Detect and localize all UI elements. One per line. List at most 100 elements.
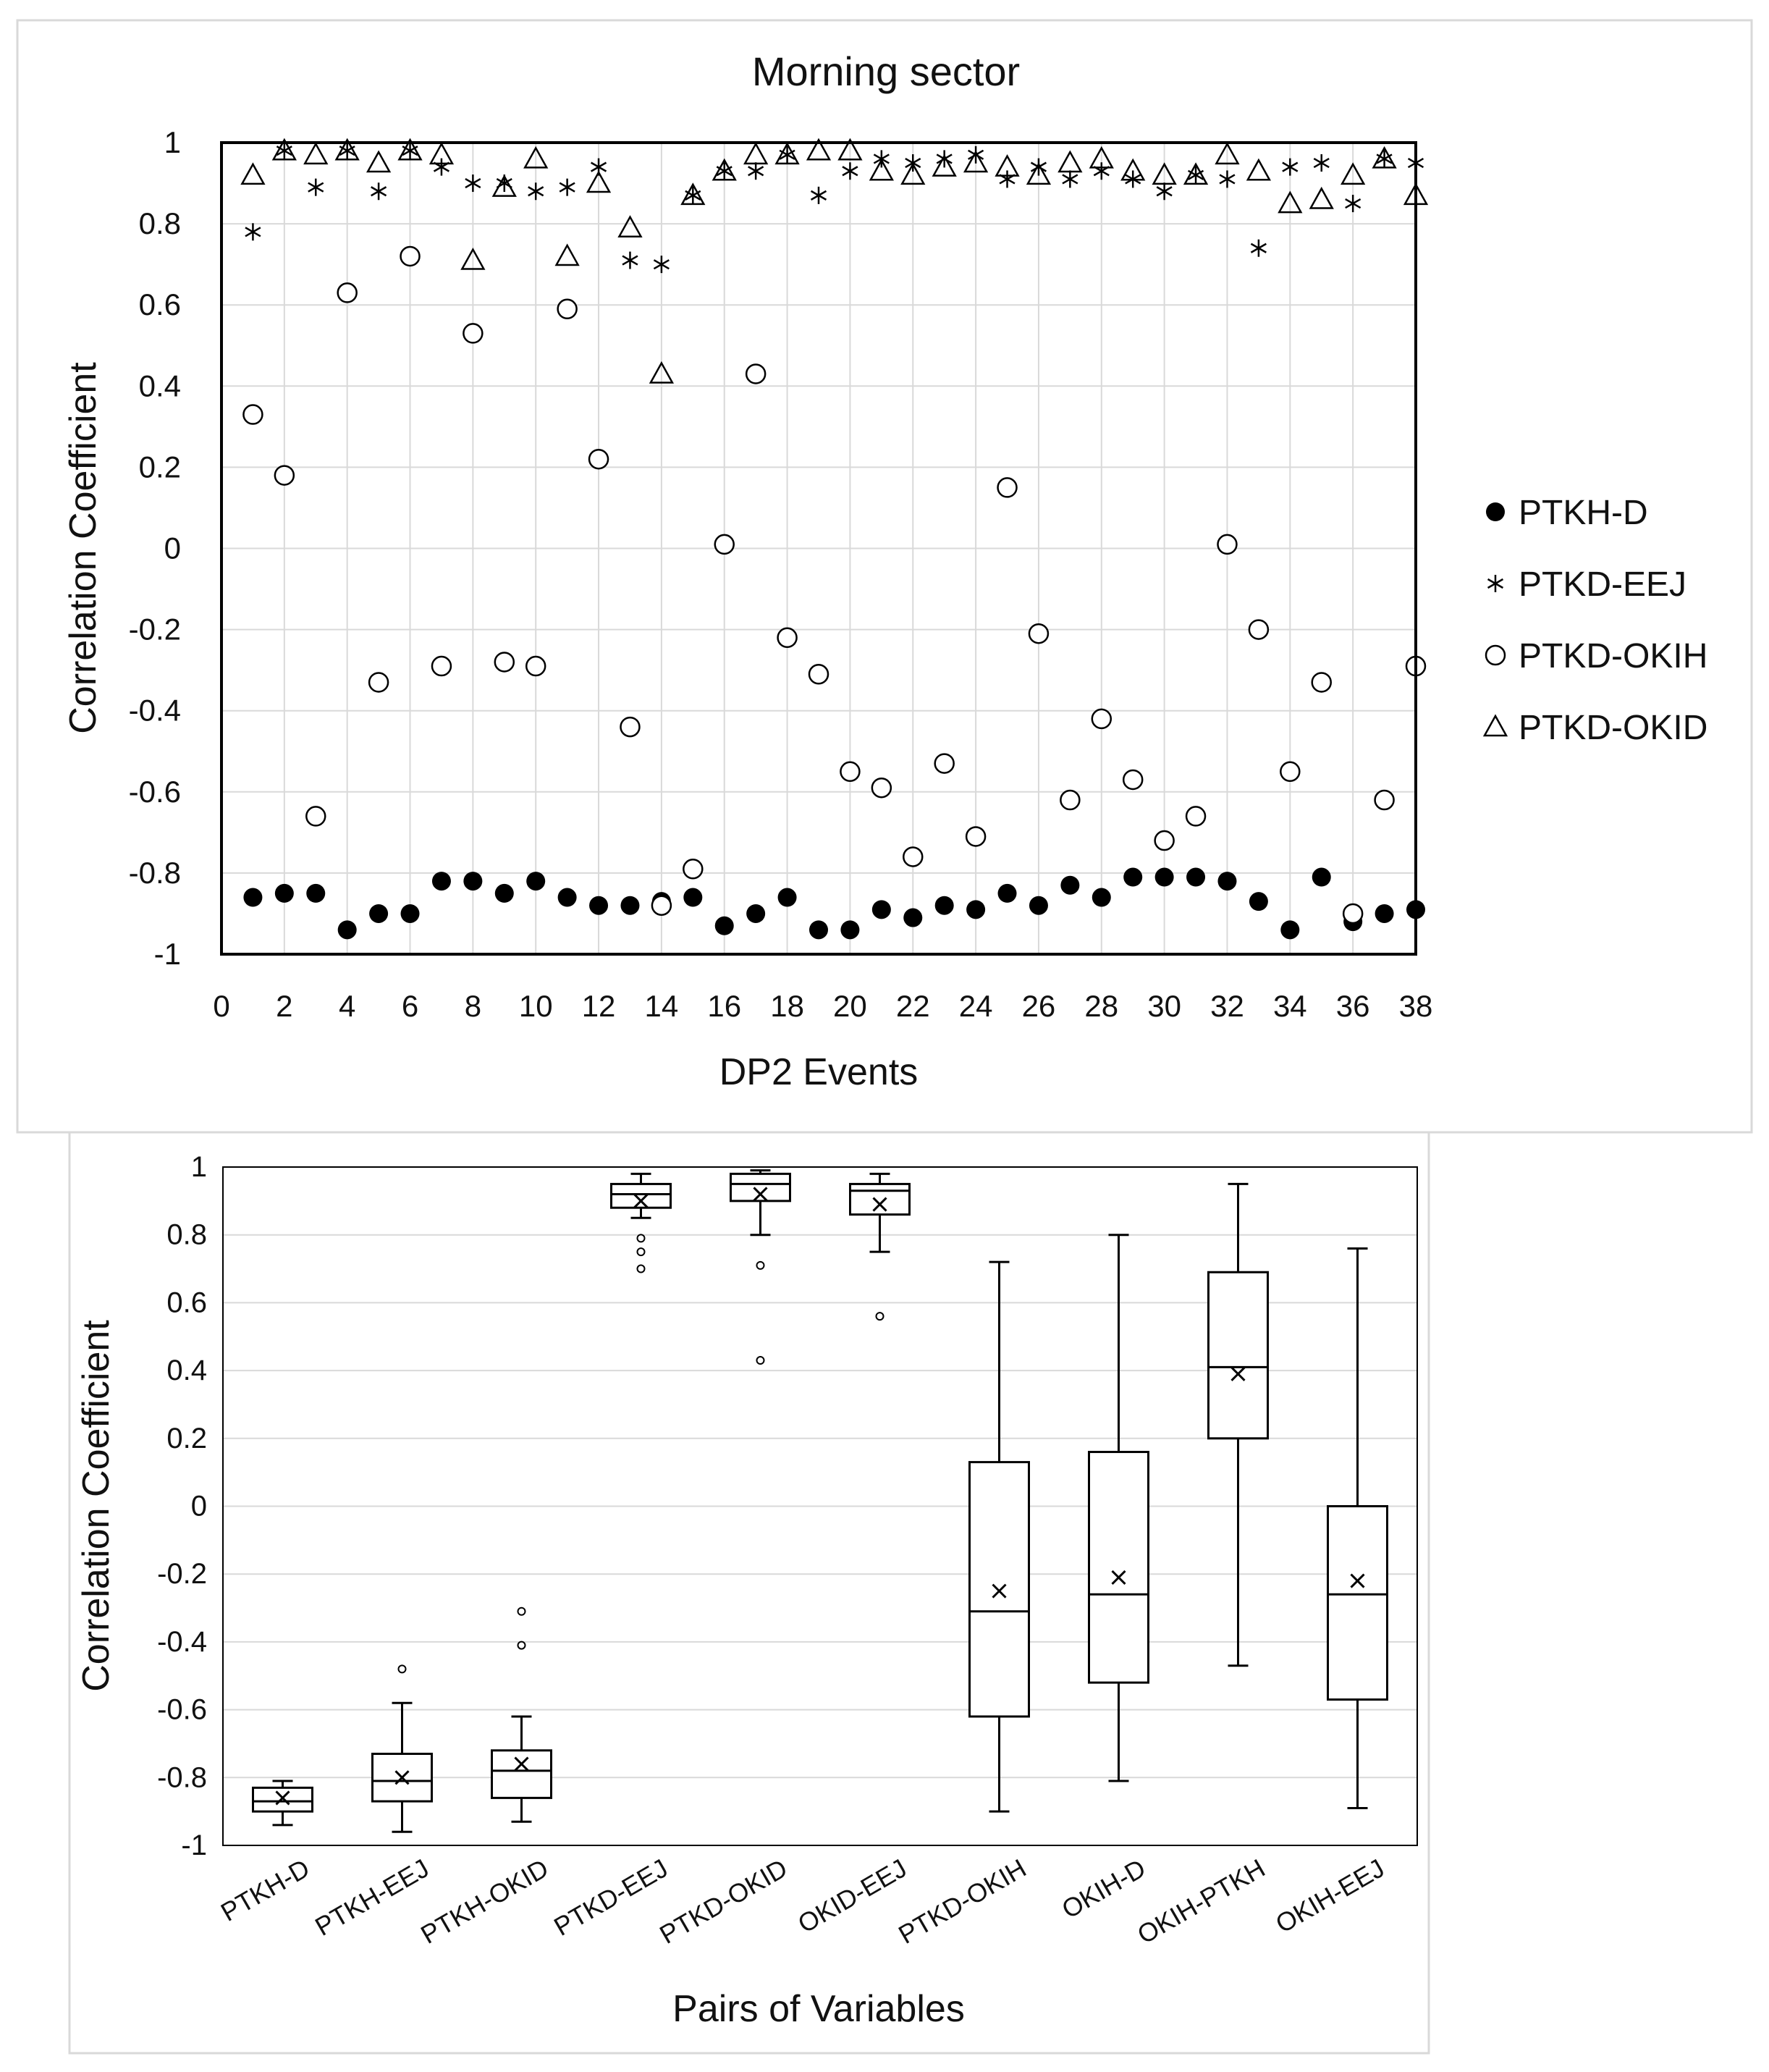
- x-tick-label: 0: [213, 989, 229, 1023]
- mean-marker: [394, 1770, 410, 1785]
- y-tick-label: -0.8: [129, 856, 181, 890]
- series-ptkd-eej: [245, 142, 1424, 274]
- outlier-point: [517, 1641, 526, 1650]
- legend-item: PTKD-OKIH: [1485, 637, 1707, 675]
- series-ptkd-okih: [242, 245, 1427, 925]
- data-point: [651, 895, 672, 916]
- legend-item: PTKH-D: [1486, 494, 1648, 532]
- legend-marker: [1485, 644, 1506, 666]
- y-tick-label: 0: [191, 1491, 207, 1523]
- data-point: [1312, 867, 1331, 887]
- data-point: [997, 477, 1018, 498]
- data-point: [274, 883, 294, 903]
- iqr-box: [1088, 1451, 1149, 1684]
- data-point: [371, 182, 387, 201]
- y-tick-label: 0.6: [166, 1286, 207, 1318]
- data-point: [1026, 162, 1052, 185]
- series-ptkd-okid: [240, 138, 1429, 384]
- data-point: [714, 534, 735, 555]
- data-point: [680, 182, 706, 206]
- mean-marker: [275, 1790, 290, 1806]
- data-point: [554, 243, 580, 266]
- box-ptkd-okid: [730, 1169, 791, 1365]
- mean-marker: [1230, 1366, 1246, 1381]
- x-tick-label: 16: [707, 989, 741, 1023]
- data-point: [240, 162, 266, 185]
- data-point: [463, 872, 483, 891]
- data-point: [1154, 867, 1174, 887]
- data-point: [1060, 875, 1080, 895]
- data-point: [1057, 150, 1083, 173]
- mean-marker: [753, 1187, 768, 1202]
- x-tick-label: 28: [1084, 989, 1118, 1023]
- data-point: [809, 920, 828, 940]
- data-point: [305, 806, 326, 827]
- iqr-box: [252, 1786, 313, 1813]
- iqr-box: [968, 1461, 1030, 1718]
- data-point: [557, 888, 577, 907]
- outlier-point: [756, 1260, 765, 1270]
- category-label: OKIH-D: [1057, 1853, 1151, 1924]
- data-point: [242, 404, 263, 425]
- data-point: [528, 182, 544, 201]
- bottom-chart-frame: [68, 1131, 1430, 2055]
- data-point: [840, 920, 860, 940]
- data-point: [245, 223, 261, 241]
- x-tick-label: 38: [1399, 989, 1433, 1023]
- mean-marker: [514, 1756, 529, 1772]
- x-tick-label: 12: [582, 989, 616, 1023]
- data-point: [1122, 769, 1144, 791]
- mean-marker: [992, 1583, 1007, 1599]
- data-point: [683, 888, 703, 907]
- data-point: [1185, 806, 1207, 827]
- box-ptkh-d: [252, 1780, 313, 1827]
- data-point: [1062, 170, 1078, 188]
- data-point: [428, 142, 455, 165]
- legend: PTKH-D PTKD-EEJ PTKD-OKIH PTKD-OKID: [1482, 494, 1707, 747]
- data-point: [966, 900, 986, 919]
- chart-title: Morning sector: [752, 49, 1020, 94]
- data-point: [968, 146, 984, 164]
- y-tick-label: -0.6: [129, 775, 181, 809]
- category-label: PTKD-EEJ: [549, 1853, 672, 1942]
- data-point: [366, 150, 392, 173]
- data-point: [745, 363, 767, 384]
- data-point: [1313, 154, 1330, 172]
- data-point: [963, 150, 989, 173]
- data-point: [494, 652, 515, 673]
- data-point: [932, 154, 957, 177]
- data-point: [1280, 920, 1300, 940]
- data-point: [1249, 892, 1268, 911]
- data-points: [240, 138, 1429, 940]
- data-point: [1089, 146, 1114, 169]
- data-point: [306, 883, 326, 903]
- data-point: [271, 138, 297, 161]
- data-point: [842, 162, 858, 180]
- data-point: [308, 178, 324, 196]
- x-tick-label: 2: [276, 989, 292, 1023]
- data-point: [746, 904, 766, 923]
- data-point: [337, 282, 358, 303]
- data-point: [334, 138, 360, 161]
- box-okih-ptkh: [1207, 1182, 1269, 1667]
- y-tick-label: 0.2: [139, 450, 181, 484]
- data-point: [714, 916, 734, 935]
- x-tick-label: 34: [1273, 989, 1307, 1023]
- mean-marker: [1111, 1570, 1126, 1585]
- y-tick-label: -0.4: [157, 1626, 207, 1658]
- outlier-point: [636, 1264, 646, 1273]
- mean-marker: [633, 1193, 649, 1208]
- iqr-box: [610, 1182, 672, 1209]
- data-point: [460, 247, 486, 270]
- data-point: [683, 859, 704, 880]
- data-point: [1152, 162, 1177, 185]
- data-point: [465, 174, 481, 193]
- data-point: [274, 465, 295, 486]
- data-point: [934, 896, 954, 915]
- x-tick-label: 20: [833, 989, 867, 1023]
- data-point: [588, 448, 609, 470]
- plot-area-border: [220, 141, 1417, 956]
- y-tick-label: -0.2: [157, 1558, 207, 1590]
- data-point: [903, 908, 923, 927]
- y-tick-label: -0.6: [157, 1694, 207, 1726]
